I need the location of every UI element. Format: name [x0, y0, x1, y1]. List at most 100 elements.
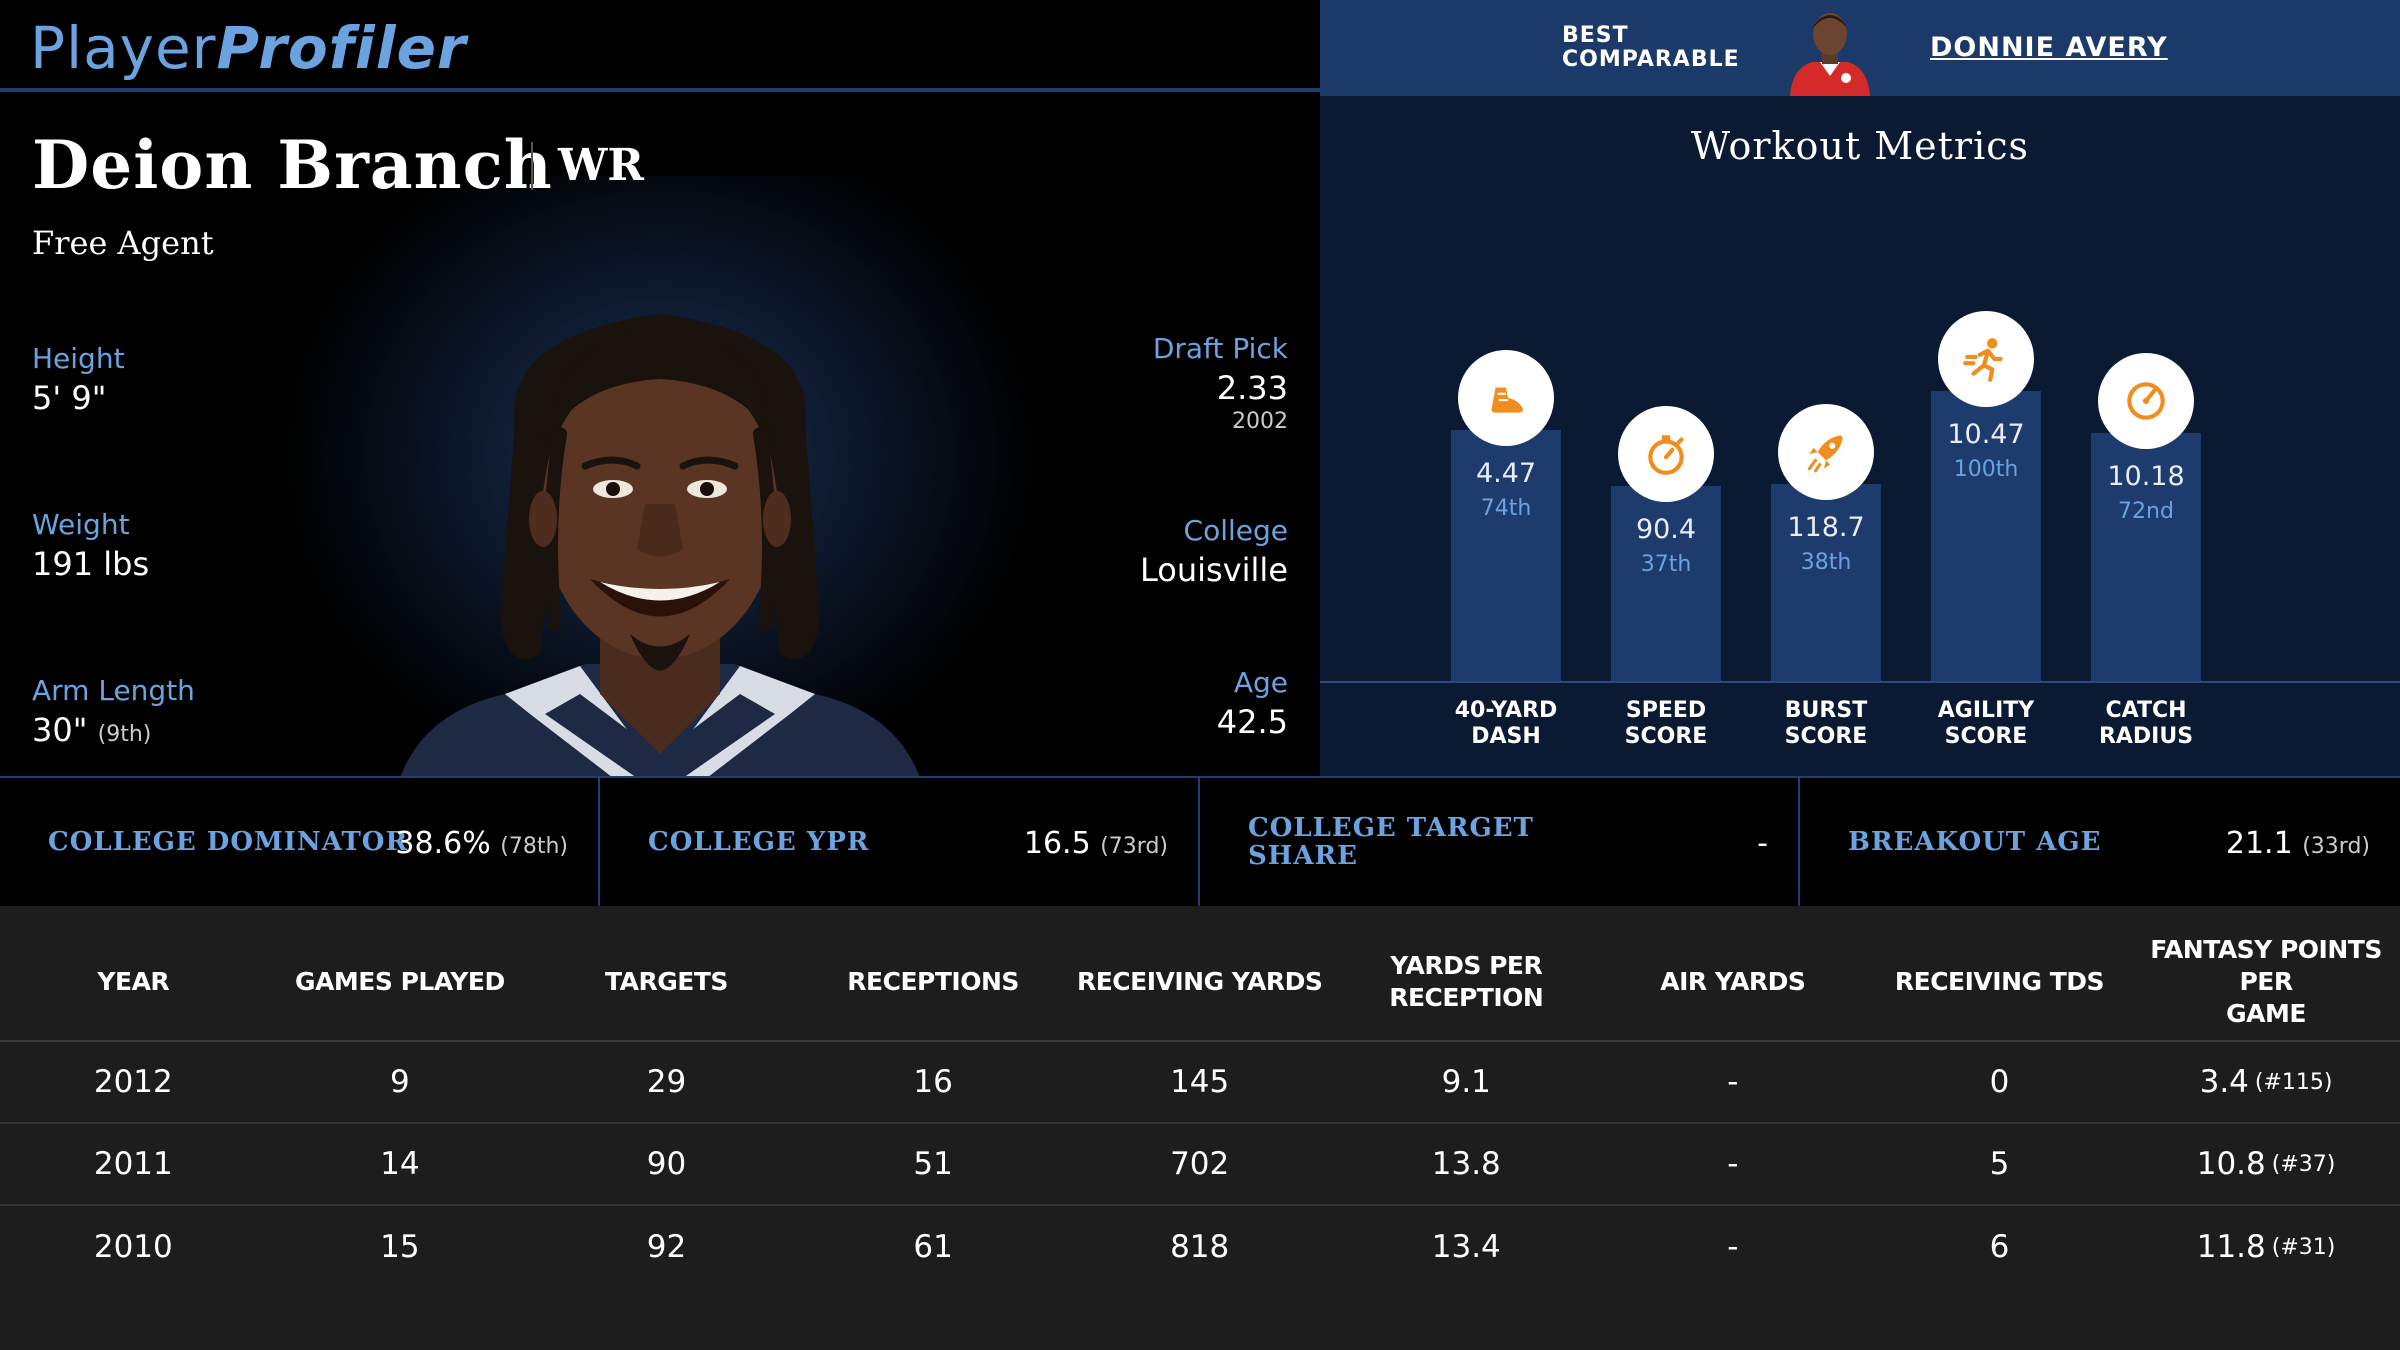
- weight-stat: Weight 191 lbs: [32, 508, 149, 583]
- season-stats-table: YEAR GAMES PLAYED TARGETS RECEPTIONS REC…: [0, 906, 2400, 1350]
- player-name: Deion Branch: [32, 126, 553, 204]
- workout-percentile: 38th: [1800, 550, 1852, 575]
- age-stat: Age 42.5: [1217, 666, 1288, 741]
- height-label: Height: [32, 342, 125, 375]
- workout-category-label: CATCH RADIUS: [2098, 698, 2194, 749]
- cell-targets: 29: [646, 1064, 687, 1100]
- table-header-row: YEAR GAMES PLAYED TARGETS RECEPTIONS REC…: [0, 906, 2400, 1042]
- cell-year: 2012: [93, 1064, 173, 1100]
- workout-category-label: AGILITY SCORE: [1937, 698, 2035, 749]
- cell-receptions: 16: [913, 1064, 953, 1100]
- college-dominator-box: COLLEGE DOMINATOR 38.6% (78th): [0, 778, 600, 906]
- breakout-age-label: BREAKOUT AGE: [1848, 827, 2102, 857]
- workout-value: 118.7: [1787, 512, 1865, 543]
- logo-bar: PlayerProfiler: [0, 0, 1320, 92]
- workout-bar: [1611, 485, 1721, 681]
- college-target-share-value: -: [1757, 826, 1768, 861]
- site-logo[interactable]: PlayerProfiler: [30, 14, 467, 82]
- draft-pick-value: 2.33: [1216, 369, 1288, 407]
- shoe-icon: [1458, 350, 1554, 446]
- cell-targets: 92: [646, 1229, 687, 1265]
- age-value: 42.5: [1216, 703, 1288, 741]
- workout-category-label: 40-YARD DASH: [1454, 698, 1558, 749]
- header-receptions[interactable]: RECEPTIONS: [847, 967, 1019, 996]
- cell-tds: 0: [1989, 1064, 2010, 1100]
- workout-bar: [1451, 430, 1561, 681]
- cell-tds: 6: [1989, 1229, 2010, 1265]
- college-ypr-label: COLLEGE YPR: [648, 827, 870, 857]
- college-stats-strip: COLLEGE DOMINATOR 38.6% (78th) COLLEGE Y…: [0, 776, 2400, 906]
- workout-percentile: 74th: [1480, 496, 1532, 521]
- workout-bar: [1931, 391, 2041, 681]
- cell-air-yards: -: [1727, 1229, 1739, 1265]
- workout-percentile: 100th: [1953, 457, 2019, 482]
- cell-rec-yards: 145: [1170, 1064, 1230, 1100]
- header-receiving-yards[interactable]: RECEIVING YARDS: [1076, 967, 1323, 996]
- college-label: College: [1183, 514, 1288, 547]
- workout-bar: [1771, 484, 1881, 681]
- age-label: Age: [1233, 666, 1288, 699]
- table-row: 2012 9 29 16 145 9.1 - 0 3.4 (#115): [0, 1042, 2400, 1124]
- table-row: 2010 15 92 61 818 13.4 - 6 11.8 (#31): [0, 1206, 2400, 1288]
- header-receiving-tds[interactable]: RECEIVING TDS: [1894, 967, 2105, 996]
- workout-category-label: SPEED SCORE: [1624, 698, 1708, 749]
- college-target-share-box: COLLEGE TARGET SHARE -: [1200, 778, 1800, 906]
- workout-value: 4.47: [1475, 458, 1537, 489]
- cell-games: 14: [380, 1146, 420, 1182]
- best-comparable-label: BEST COMPARABLE: [1562, 23, 1740, 72]
- cell-tds: 5: [1989, 1146, 2010, 1182]
- cell-ypr: 13.4: [1431, 1229, 1501, 1265]
- college-target-share-label: COLLEGE TARGET SHARE: [1248, 813, 1534, 871]
- arm-length-label: Arm Length: [32, 674, 195, 707]
- workout-category-label: BURST SCORE: [1784, 698, 1868, 749]
- college-dominator-label: COLLEGE DOMINATOR: [48, 827, 409, 857]
- cell-year: 2010: [93, 1229, 173, 1265]
- height-stat: Height 5' 9": [32, 342, 125, 417]
- draft-pick-stat: Draft Pick 2.33 2002: [1153, 332, 1288, 434]
- cell-year: 2011: [93, 1146, 173, 1182]
- arm-length-rank: (9th): [97, 722, 152, 747]
- height-value: 5' 9": [32, 379, 107, 417]
- player-position: WR: [558, 140, 644, 191]
- cell-receptions: 61: [913, 1229, 953, 1265]
- workout-title: Workout Metrics: [1690, 124, 2030, 168]
- player-photo: [400, 314, 920, 776]
- cell-ypr: 9.1: [1441, 1064, 1491, 1100]
- cell-rec-yards: 702: [1170, 1146, 1230, 1182]
- header-year[interactable]: YEAR: [97, 967, 170, 996]
- workout-value: 10.18: [2107, 461, 2185, 492]
- comparable-avatar[interactable]: [1786, 6, 1874, 96]
- gauge-icon: [2098, 353, 2194, 449]
- header-targets[interactable]: TARGETS: [605, 967, 728, 996]
- workout-percentile: 37th: [1640, 551, 1692, 577]
- best-comparable-bar: BEST COMPARABLE DONNIE AVERY: [1320, 0, 2400, 96]
- cell-air-yards: -: [1727, 1064, 1739, 1100]
- cell-targets: 90: [646, 1146, 687, 1182]
- college-value: Louisville: [1140, 551, 1288, 589]
- weight-label: Weight: [32, 508, 130, 541]
- runner-icon: [1938, 311, 2034, 407]
- comparable-player-link[interactable]: DONNIE AVERY: [1930, 32, 2168, 63]
- cell-receptions: 51: [913, 1146, 953, 1182]
- cell-air-yards: -: [1727, 1146, 1739, 1182]
- stopwatch-icon: [1618, 405, 1714, 502]
- chart-baseline: [1320, 681, 2400, 683]
- header-air-yards[interactable]: AIR YARDS: [1660, 967, 1806, 996]
- arm-length-value: 30" (9th): [32, 711, 152, 749]
- workout-value: 90.4: [1635, 513, 1697, 545]
- workout-percentile: 72nd: [2118, 499, 2174, 524]
- player-team: Free Agent: [32, 224, 214, 262]
- cell-fppg: 3.4 (#115): [2199, 1064, 2333, 1100]
- header-yards-per-reception[interactable]: YARDS PER RECEPTION: [1389, 951, 1544, 1012]
- rocket-icon: [1778, 404, 1874, 500]
- header-games-played[interactable]: GAMES PLAYED: [295, 967, 505, 996]
- draft-pick-label: Draft Pick: [1152, 332, 1288, 365]
- college-stat: College Louisville: [1140, 514, 1288, 589]
- cell-games: 15: [380, 1229, 420, 1265]
- workout-metrics-panel: Workout Metrics 4.47 74th 40-YARD DASH 90.4 3…: [1320, 96, 2400, 776]
- cell-rec-yards: 818: [1170, 1229, 1230, 1265]
- table-row: 2011 14 90 51 702 13.8 - 5 10.8 (#37): [0, 1124, 2400, 1206]
- header-fantasy-points[interactable]: FANTASY POINTS PER GAME: [2150, 935, 2382, 1028]
- position-divider: [531, 142, 533, 190]
- workout-value: 10.47: [1947, 419, 2025, 450]
